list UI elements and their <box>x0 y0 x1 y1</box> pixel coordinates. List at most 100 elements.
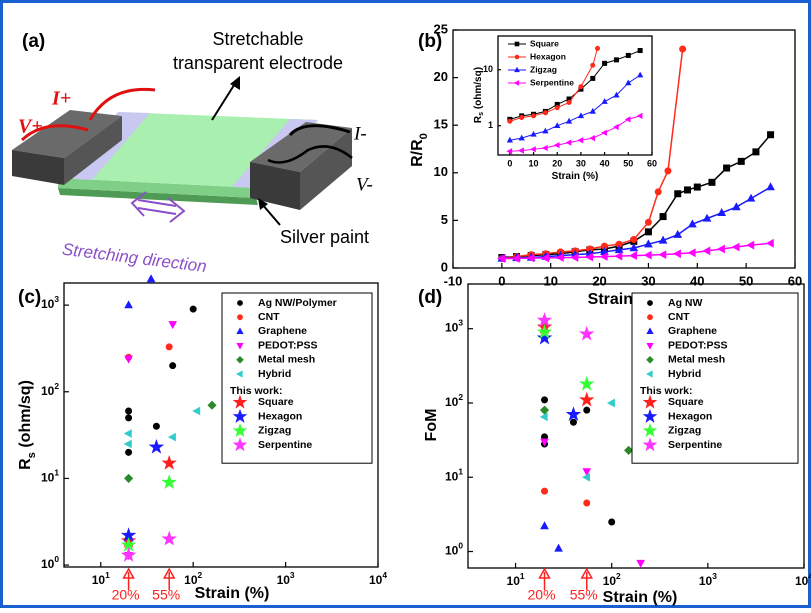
silver-paint-label: Silver paint <box>280 227 369 247</box>
x-tick-label: 40 <box>600 158 610 168</box>
marker <box>595 46 599 50</box>
marker <box>166 344 172 350</box>
y-tick-label-base: 10 <box>445 469 459 483</box>
current-minus: I- <box>353 123 367 144</box>
x-tick-label-base: 10 <box>277 573 291 587</box>
x-tick-label: 50 <box>623 158 633 168</box>
marker <box>753 149 759 155</box>
legend-label: Ag NW/Polymer <box>258 297 337 309</box>
legend-label: Zigzag <box>530 64 557 74</box>
y-tick-label: 15 <box>434 117 448 132</box>
legend-label: Serpentine <box>530 77 574 87</box>
marker <box>602 61 606 65</box>
x-axis-label: Strain (%) <box>552 171 599 182</box>
y-tick-label: 20 <box>434 69 448 84</box>
x-tick-label-exp: 4 <box>382 570 387 580</box>
legend-label: Hexagon <box>668 410 712 422</box>
legend-label: Hybrid <box>668 368 701 380</box>
marker <box>647 315 652 320</box>
legend-header: This work: <box>640 385 693 397</box>
x-tick-label: 60 <box>647 158 657 168</box>
current-plus: I+ <box>51 88 71 110</box>
marker <box>543 111 547 115</box>
marker <box>515 55 519 59</box>
voltage-plus: V+ <box>18 116 43 138</box>
marker <box>237 300 242 305</box>
legend-label: Serpentine <box>258 439 312 451</box>
page: (a) Stretchable transparent electrode I+… <box>0 0 811 608</box>
legend-label: Zigzag <box>258 425 291 437</box>
x-tick-label-base: 10 <box>507 574 521 588</box>
y-tick-label-base: 10 <box>41 471 55 485</box>
annotation-label: 20% <box>528 587 556 603</box>
legend-label: Ag NW <box>668 297 702 309</box>
y-tick-label: 10 <box>434 164 448 179</box>
figure: (a) Stretchable transparent electrode I+… <box>0 0 811 608</box>
y-tick-label-base: 10 <box>41 297 55 311</box>
panel-label: (c) <box>18 287 41 308</box>
marker <box>567 100 571 104</box>
y-tick-label: 1 <box>488 120 493 130</box>
x-axis-label-text: Strain (%) <box>603 589 678 606</box>
diagram-title: transparent electrode <box>173 53 343 73</box>
y-tick-label-exp: 0 <box>458 541 463 551</box>
annotation-label: 20% <box>112 587 140 603</box>
diagram-title: Stretchable <box>212 29 303 49</box>
marker <box>541 488 547 494</box>
marker <box>591 63 595 67</box>
y-axis-label-text: R <box>17 458 34 470</box>
legend-label: Hexagon <box>258 410 302 422</box>
x-tick-label: 0 <box>498 273 505 288</box>
marker <box>519 115 523 119</box>
y-axis-label-text: FoM <box>423 409 440 442</box>
y-tick-label-exp: 3 <box>458 318 463 328</box>
marker <box>631 236 637 242</box>
x-tick-label: 10 <box>529 158 539 168</box>
legend-label: CNT <box>668 311 690 323</box>
legend-label: Graphene <box>258 325 307 337</box>
y-tick-label-exp: 1 <box>54 468 59 478</box>
y-tick-label-exp: 0 <box>54 554 59 564</box>
legend-box <box>222 293 372 463</box>
marker <box>655 189 661 195</box>
marker <box>584 407 590 413</box>
marker <box>675 191 681 197</box>
marker <box>125 415 131 421</box>
annotation-label: 55% <box>570 587 598 603</box>
marker <box>584 500 590 506</box>
marker <box>609 519 615 525</box>
x-tick-label: -10 <box>444 273 463 288</box>
y-tick-label-base: 10 <box>445 321 459 335</box>
marker <box>541 397 547 403</box>
x-axis-label: Strain (%) <box>603 589 678 606</box>
x-tick-label-exp: 1 <box>105 570 110 580</box>
legend-header: This work: <box>230 385 283 397</box>
marker <box>190 306 196 312</box>
x-tick-label: 50 <box>739 273 753 288</box>
y-tick-label-exp: 3 <box>54 294 59 304</box>
x-axis-label-text: Strain (%) <box>195 585 270 602</box>
x-tick-label: 0 <box>507 158 512 168</box>
x-tick-label-exp: 3 <box>290 570 295 580</box>
marker <box>767 132 773 138</box>
legend-label: Square <box>530 38 559 48</box>
x-tick-label-exp: 3 <box>712 571 717 581</box>
marker <box>125 449 131 455</box>
annotation-label: 55% <box>152 587 180 603</box>
legend-label: Metal mesh <box>258 354 315 366</box>
marker <box>591 76 595 80</box>
y-axis-label-text: R/R <box>409 139 426 167</box>
marker <box>125 408 131 414</box>
marker <box>579 84 583 88</box>
marker <box>638 48 642 52</box>
x-tick-label-base: 10 <box>603 574 617 588</box>
marker <box>679 46 685 52</box>
marker <box>709 179 715 185</box>
x-tick-label: 30 <box>576 158 586 168</box>
y-tick-label-base: 10 <box>41 384 55 398</box>
x-tick-label-exp: 1 <box>520 571 525 581</box>
x-tick-label: 40 <box>690 273 704 288</box>
x-tick-label-exp: 2 <box>198 570 203 580</box>
legend-box <box>632 293 798 463</box>
x-tick-label-base: 10 <box>92 573 106 587</box>
